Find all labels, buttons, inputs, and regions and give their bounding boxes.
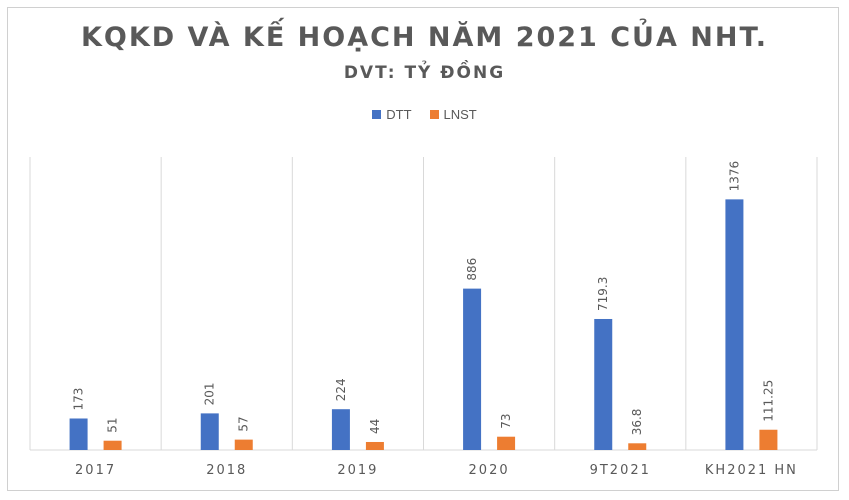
chart-title: KQKD VÀ KẾ HOẠCH NĂM 2021 CỦA NHT. [80,22,769,53]
bar-dtt-2 [331,409,350,450]
legend-swatch-dtt [372,110,382,119]
bar-lnst-5 [759,429,778,450]
bar-dtt-0 [69,418,88,450]
legend-swatch-lnst [429,110,439,119]
x-tick-label: 2017 [75,463,116,478]
data-label-lnst-4: 36.8 [630,409,644,436]
bar-dtt-5 [725,199,744,450]
data-label-dtt-3: 886 [465,258,479,281]
data-label-dtt-2: 224 [334,378,348,401]
data-label-dtt-0: 173 [72,388,86,411]
x-tick-label: 9T2021 [590,463,651,478]
legend: DTT LNST [0,107,849,122]
data-label-lnst-3: 73 [499,413,513,428]
legend-item-dtt: DTT [372,107,412,122]
x-tick-label: 2020 [469,463,510,478]
legend-label-lnst: LNST [443,107,477,122]
data-label-dtt-1: 201 [203,382,217,405]
bar-dtt-4 [594,318,613,450]
x-tick-label: 2018 [206,463,247,478]
bar-lnst-3 [497,436,516,450]
bar-lnst-0 [103,440,122,450]
data-label-dtt-4: 719.3 [596,277,610,311]
data-label-lnst-5: 111.25 [761,380,775,422]
data-label-lnst-1: 57 [237,416,251,431]
data-label-dtt-5: 1376 [727,161,741,192]
bar-dtt-3 [463,288,482,450]
bar-dtt-1 [200,413,219,450]
legend-item-lnst: LNST [429,107,477,122]
data-label-lnst-0: 51 [106,417,120,432]
bar-lnst-4 [628,443,647,450]
legend-label-dtt: DTT [386,107,412,122]
bar-lnst-2 [365,441,384,450]
data-label-lnst-2: 44 [368,419,382,434]
x-tick-label: 2019 [337,463,378,478]
chart-subtitle: DVT: TỶ ĐỒNG [343,63,506,83]
bar-lnst-1 [234,439,253,450]
x-tick-label: KH2021 HN [705,463,798,478]
